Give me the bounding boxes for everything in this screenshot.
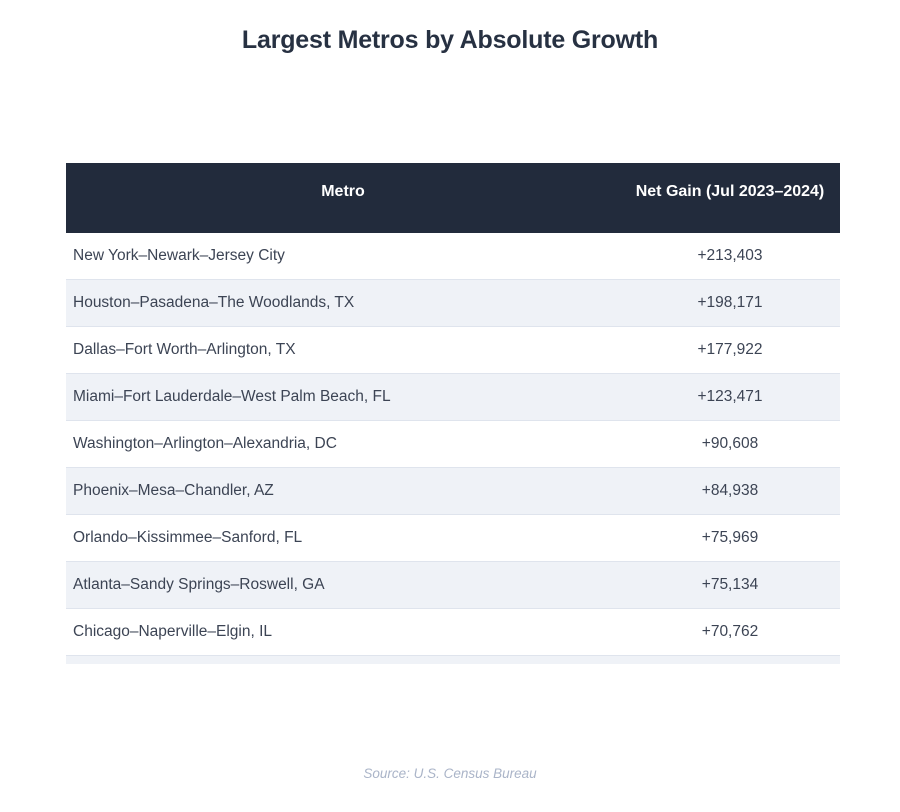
source-note: Source: U.S. Census Bureau (363, 766, 537, 781)
cell-net-gain: +84,938 (620, 467, 840, 515)
metros-table-container: Metro Net Gain (Jul 2023–2024) New York–… (66, 163, 840, 664)
cell-metro: Houston–Pasadena–The Woodlands, TX (66, 279, 620, 327)
column-header-net-gain: Net Gain (Jul 2023–2024) (635, 183, 825, 200)
cell-net-gain: +123,471 (620, 373, 840, 421)
page-title: Largest Metros by Absolute Growth (241, 26, 659, 54)
column-header-metro: Metro (321, 183, 365, 200)
table-header-row: Metro Net Gain (Jul 2023–2024) (66, 163, 840, 233)
table-row: Washington–Arlington–Alexandria, DC +90,… (66, 420, 840, 468)
table-row: Dallas–Fort Worth–Arlington, TX +177,922 (66, 326, 840, 374)
cell-metro: New York–Newark–Jersey City (66, 233, 620, 280)
cell-metro: Orlando–Kissimmee–Sanford, FL (66, 514, 620, 562)
cell-net-gain: +75,969 (620, 514, 840, 562)
table-row: Chicago–Naperville–Elgin, IL +70,762 (66, 608, 840, 656)
cell-metro: Atlanta–Sandy Springs–Roswell, GA (66, 561, 620, 609)
cell-metro: Dallas–Fort Worth–Arlington, TX (66, 326, 620, 374)
cell-metro: Miami–Fort Lauderdale–West Palm Beach, F… (66, 373, 620, 421)
cell-net-gain: +198,171 (620, 279, 840, 327)
cell-net-gain: +75,134 (620, 561, 840, 609)
table-row: Miami–Fort Lauderdale–West Palm Beach, F… (66, 373, 840, 421)
cell-net-gain: +213,403 (620, 233, 840, 280)
metros-table: Metro Net Gain (Jul 2023–2024) New York–… (66, 163, 840, 664)
table-body: New York–Newark–Jersey City +213,403 Hou… (66, 233, 840, 664)
cell-metro: Washington–Arlington–Alexandria, DC (66, 420, 620, 468)
table-row: Phoenix–Mesa–Chandler, AZ +84,938 (66, 467, 840, 515)
cell-net-gain: +66,666 (620, 655, 840, 664)
table-row: Houston–Pasadena–The Woodlands, TX +198,… (66, 279, 840, 327)
table-row: Seattle–Tacoma–Bellevue, WA +66,666 (66, 655, 840, 664)
table-row: Orlando–Kissimmee–Sanford, FL +75,969 (66, 514, 840, 562)
table-row: Atlanta–Sandy Springs–Roswell, GA +75,13… (66, 561, 840, 609)
table-row: New York–Newark–Jersey City +213,403 (66, 233, 840, 280)
cell-net-gain: +70,762 (620, 608, 840, 656)
cell-net-gain: +177,922 (620, 326, 840, 374)
table-header: Metro Net Gain (Jul 2023–2024) (66, 163, 840, 233)
cell-metro: Seattle–Tacoma–Bellevue, WA (66, 655, 620, 664)
cell-metro: Chicago–Naperville–Elgin, IL (66, 608, 620, 656)
cell-net-gain: +90,608 (620, 420, 840, 468)
cell-metro: Phoenix–Mesa–Chandler, AZ (66, 467, 620, 515)
